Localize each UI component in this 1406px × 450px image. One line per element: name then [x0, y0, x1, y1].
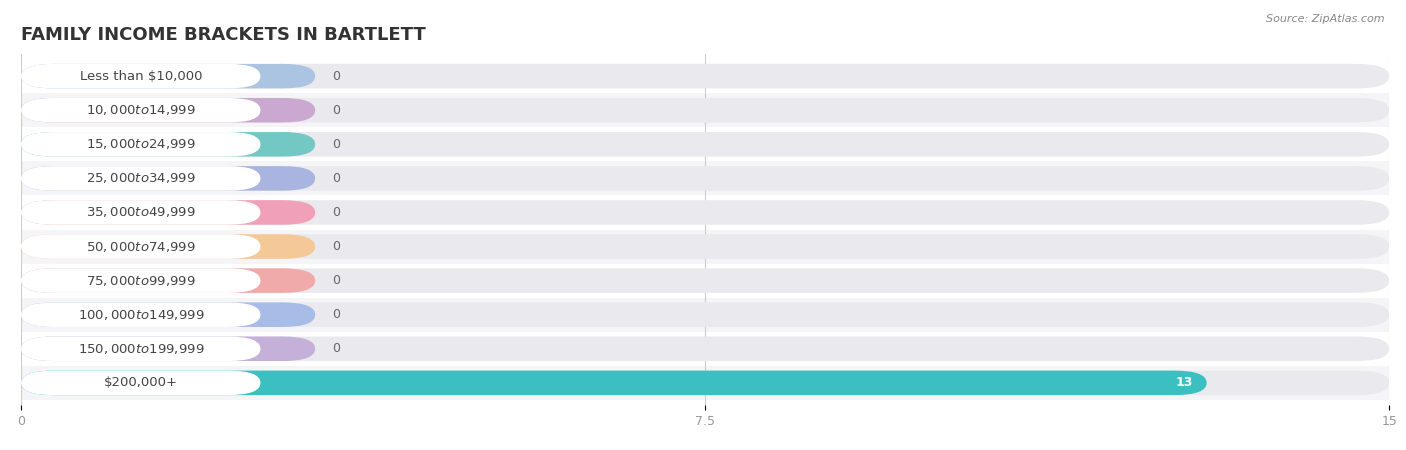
FancyBboxPatch shape: [21, 268, 260, 293]
Text: $150,000 to $199,999: $150,000 to $199,999: [77, 342, 204, 356]
Text: $15,000 to $24,999: $15,000 to $24,999: [86, 137, 195, 151]
FancyBboxPatch shape: [21, 302, 260, 327]
FancyBboxPatch shape: [13, 195, 1398, 230]
FancyBboxPatch shape: [21, 166, 1389, 191]
FancyBboxPatch shape: [21, 98, 1389, 122]
FancyBboxPatch shape: [21, 371, 1389, 395]
Text: $100,000 to $149,999: $100,000 to $149,999: [77, 308, 204, 322]
FancyBboxPatch shape: [13, 59, 1398, 93]
Text: 0: 0: [332, 274, 340, 287]
FancyBboxPatch shape: [13, 93, 1398, 127]
Text: 0: 0: [332, 342, 340, 355]
FancyBboxPatch shape: [21, 337, 315, 361]
FancyBboxPatch shape: [13, 162, 1398, 195]
FancyBboxPatch shape: [21, 268, 1389, 293]
Text: 0: 0: [332, 138, 340, 151]
FancyBboxPatch shape: [21, 371, 260, 395]
Text: $50,000 to $74,999: $50,000 to $74,999: [86, 239, 195, 253]
Text: 0: 0: [332, 308, 340, 321]
Text: 13: 13: [1175, 376, 1194, 389]
FancyBboxPatch shape: [21, 302, 1389, 327]
FancyBboxPatch shape: [21, 98, 315, 122]
FancyBboxPatch shape: [21, 234, 315, 259]
FancyBboxPatch shape: [13, 297, 1398, 332]
FancyBboxPatch shape: [21, 64, 315, 88]
FancyBboxPatch shape: [21, 302, 315, 327]
FancyBboxPatch shape: [21, 337, 260, 361]
FancyBboxPatch shape: [21, 64, 260, 88]
Text: Less than $10,000: Less than $10,000: [80, 70, 202, 83]
FancyBboxPatch shape: [21, 166, 260, 191]
FancyBboxPatch shape: [21, 337, 1389, 361]
FancyBboxPatch shape: [21, 166, 315, 191]
FancyBboxPatch shape: [21, 234, 1389, 259]
Text: 0: 0: [332, 104, 340, 117]
Text: $25,000 to $34,999: $25,000 to $34,999: [86, 171, 195, 185]
FancyBboxPatch shape: [21, 98, 260, 122]
FancyBboxPatch shape: [21, 64, 1389, 88]
FancyBboxPatch shape: [13, 264, 1398, 297]
FancyBboxPatch shape: [21, 132, 260, 157]
Text: $35,000 to $49,999: $35,000 to $49,999: [86, 206, 195, 220]
FancyBboxPatch shape: [13, 332, 1398, 366]
FancyBboxPatch shape: [13, 230, 1398, 264]
FancyBboxPatch shape: [21, 200, 260, 225]
Text: 0: 0: [332, 240, 340, 253]
Text: $75,000 to $99,999: $75,000 to $99,999: [86, 274, 195, 288]
Text: 0: 0: [332, 172, 340, 185]
Text: $200,000+: $200,000+: [104, 376, 177, 389]
Text: FAMILY INCOME BRACKETS IN BARTLETT: FAMILY INCOME BRACKETS IN BARTLETT: [21, 26, 426, 44]
FancyBboxPatch shape: [13, 366, 1398, 400]
Text: 0: 0: [332, 206, 340, 219]
FancyBboxPatch shape: [21, 132, 315, 157]
FancyBboxPatch shape: [21, 132, 1389, 157]
Text: $10,000 to $14,999: $10,000 to $14,999: [86, 103, 195, 117]
FancyBboxPatch shape: [21, 371, 1206, 395]
FancyBboxPatch shape: [21, 234, 260, 259]
FancyBboxPatch shape: [21, 268, 315, 293]
Text: Source: ZipAtlas.com: Source: ZipAtlas.com: [1267, 14, 1385, 23]
FancyBboxPatch shape: [21, 200, 315, 225]
FancyBboxPatch shape: [13, 127, 1398, 162]
Text: 0: 0: [332, 70, 340, 83]
FancyBboxPatch shape: [21, 200, 1389, 225]
